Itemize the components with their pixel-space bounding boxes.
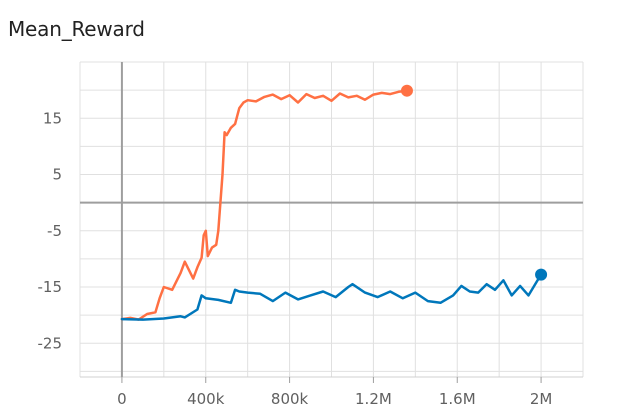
y-tick-label: -5 xyxy=(47,222,62,240)
series-lines xyxy=(120,84,548,321)
series-line-1 xyxy=(120,273,543,321)
x-tick-label: 0 xyxy=(117,390,127,408)
series-end-marker-0 xyxy=(400,84,413,97)
x-tick-label: 400k xyxy=(187,390,225,408)
series-line-0 xyxy=(120,89,409,321)
x-tick-label: 1.6M xyxy=(439,390,476,408)
tick-labels: 0 400k 800k 1.2M 1.6M 2M 15 5 -5 -15 -25 xyxy=(38,109,553,408)
y-tick-label: -25 xyxy=(38,334,63,352)
grid xyxy=(79,61,584,378)
y-tick-label: -15 xyxy=(38,278,63,296)
zero-axes xyxy=(80,62,583,383)
x-tick-label: 800k xyxy=(271,390,309,408)
series-end-marker-1 xyxy=(535,268,548,281)
x-tick-label: 2M xyxy=(530,390,553,408)
chart-title: Mean_Reward xyxy=(8,17,145,41)
x-tick-label: 1.2M xyxy=(355,390,392,408)
y-tick-label: 5 xyxy=(52,166,62,184)
y-tick-label: 15 xyxy=(43,109,62,127)
